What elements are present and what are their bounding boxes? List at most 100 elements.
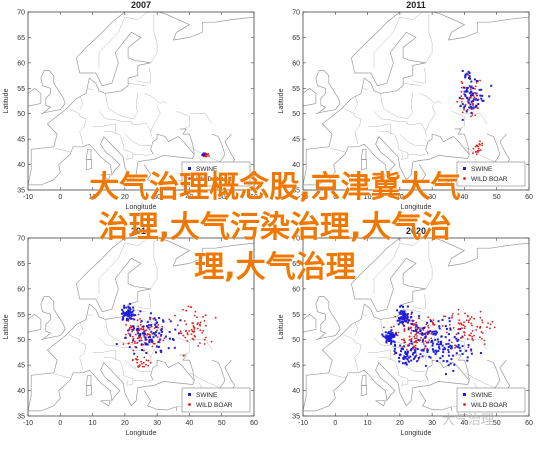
- swine-point: [402, 357, 405, 360]
- boar-point: [419, 332, 421, 335]
- swine-point: [431, 344, 434, 347]
- coastline: [28, 313, 42, 333]
- boar-point: [140, 339, 143, 342]
- map-svg: 2020 -10 0 10 20 30 40 50 60 70 65 60 55 50 45 40 35 Long…: [278, 226, 533, 437]
- boar-point: [192, 331, 195, 333]
- boar-point: [489, 323, 492, 326]
- swine-point: [419, 329, 422, 332]
- swine-point: [152, 336, 155, 339]
- swine-point: [395, 332, 397, 335]
- boar-point: [460, 90, 463, 93]
- swine-point: [385, 335, 388, 338]
- swine-point: [470, 80, 473, 83]
- swine-point: [128, 311, 131, 314]
- country-border: [105, 319, 133, 346]
- boar-point: [479, 326, 482, 328]
- boar-point: [183, 320, 186, 322]
- boar-point: [469, 318, 471, 320]
- boar-point: [481, 142, 484, 145]
- country-border: [373, 337, 409, 351]
- boar-point: [461, 111, 464, 114]
- boar-point: [201, 332, 204, 334]
- lat-tick-label: 45: [17, 363, 25, 370]
- swine-point: [453, 363, 456, 366]
- boar-point: [462, 97, 464, 100]
- boar-point: [136, 361, 139, 364]
- boar-point: [143, 356, 146, 359]
- country-border: [378, 357, 397, 366]
- swine-point: [157, 341, 160, 343]
- legend-boar-marker: [463, 403, 466, 406]
- swine-point: [155, 325, 158, 328]
- swine-point: [427, 341, 430, 344]
- boar-point: [203, 320, 206, 322]
- swine-point: [137, 327, 140, 330]
- swine-point: [465, 110, 468, 113]
- coastline: [303, 133, 470, 186]
- boar-point: [182, 354, 185, 357]
- country-border: [131, 122, 152, 137]
- swine-point: [459, 349, 462, 352]
- boar-point: [205, 324, 207, 327]
- boar-point: [193, 327, 196, 329]
- swine-point: [447, 342, 450, 345]
- country-border: [464, 339, 488, 351]
- boar-point: [156, 329, 158, 332]
- swine-point: [410, 349, 412, 352]
- country-border: [92, 123, 116, 135]
- boar-point: [463, 327, 466, 330]
- boar-point: [414, 344, 417, 347]
- country-border: [55, 148, 71, 153]
- boar-point: [157, 324, 160, 326]
- boar-point: [142, 343, 145, 346]
- swine-point: [399, 305, 401, 308]
- legend-swine-marker: [463, 167, 466, 170]
- swine-point: [144, 343, 147, 346]
- swine-point: [416, 348, 419, 350]
- swine-point: [434, 333, 437, 335]
- map-svg: 2011 -10 0 10 20 30 40 50 60 70 65 60 55 50 45 40 35 Long…: [278, 0, 533, 211]
- boar-point: [204, 314, 207, 317]
- swine-point: [159, 338, 162, 341]
- boar-point: [396, 334, 399, 337]
- country-border: [176, 336, 190, 356]
- boar-point: [455, 333, 458, 336]
- boar-point: [403, 328, 406, 331]
- swine-point: [424, 336, 427, 338]
- swine-point: [135, 346, 138, 349]
- coastline: [303, 359, 470, 412]
- swine-point: [466, 359, 469, 362]
- swine-point: [145, 352, 148, 354]
- boar-point: [163, 337, 166, 340]
- boar-point: [457, 328, 460, 331]
- swine-point: [457, 332, 460, 335]
- lon-tick-label: -10: [23, 194, 33, 201]
- country-border: [407, 93, 414, 119]
- boar-point: [149, 318, 152, 321]
- boar-point: [149, 334, 152, 337]
- swine-point: [404, 312, 407, 315]
- boar-point: [452, 313, 454, 315]
- boar-point: [461, 82, 464, 85]
- coastline: [100, 400, 111, 407]
- swine-point: [461, 70, 464, 72]
- boar-point: [464, 103, 467, 106]
- swine-point: [417, 339, 420, 341]
- swine-point: [389, 339, 392, 342]
- boar-point: [143, 334, 145, 337]
- swine-point: [472, 98, 475, 101]
- boar-point: [471, 330, 474, 332]
- map-frame: [302, 237, 530, 417]
- country-border: [68, 108, 87, 145]
- swine-point: [437, 350, 440, 352]
- boar-point: [415, 337, 418, 340]
- swine-point: [153, 317, 156, 320]
- boar-point: [420, 336, 422, 339]
- lat-tick-label: 65: [292, 261, 300, 268]
- coastline: [360, 159, 367, 171]
- swine-point: [150, 338, 153, 341]
- swine-point: [398, 316, 400, 319]
- boar-point: [136, 358, 139, 361]
- swine-point: [393, 341, 396, 344]
- swine-point: [411, 319, 414, 322]
